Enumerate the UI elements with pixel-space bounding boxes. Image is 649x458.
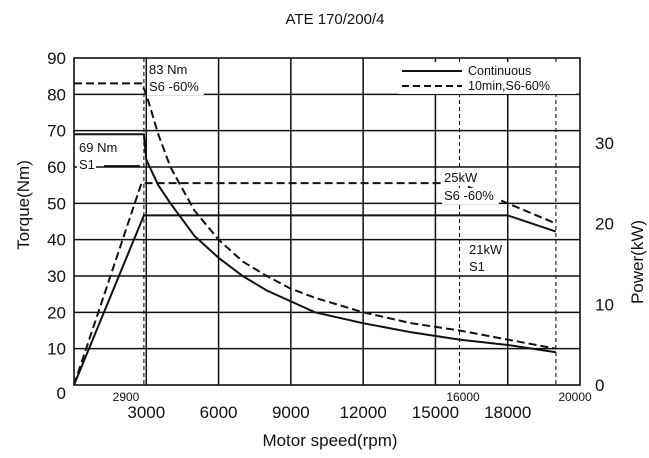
- legend-background: [398, 62, 576, 94]
- y-right-tick-label: 0: [595, 376, 604, 395]
- y-right-tick-label: 20: [595, 215, 614, 234]
- y-left-tick-label: 10: [47, 340, 66, 359]
- x-tick-label: 6000: [200, 403, 238, 422]
- y-left-tick-label: 20: [47, 303, 66, 322]
- series-lines: [73, 82, 557, 386]
- annotation-background: [442, 170, 477, 186]
- annotation-label: S6 -60%: [444, 188, 494, 203]
- y-right-tick-label: 30: [595, 134, 614, 153]
- y-left-tick-label: 40: [47, 231, 66, 250]
- y-left-tick-label: 30: [47, 267, 66, 286]
- y-left-tick-label: 90: [47, 49, 66, 68]
- reference-lines: [143, 58, 557, 385]
- y-left-tick-label: 70: [47, 122, 66, 141]
- annotation-label: 83 Nm: [149, 62, 187, 77]
- grid: [74, 58, 580, 385]
- annotation-label: 21kW: [469, 242, 503, 257]
- annotation-label: 20000: [558, 390, 592, 404]
- series-line-power-solid: [73, 214, 557, 386]
- annotation-background: [467, 259, 487, 275]
- annotation-label: 69 Nm: [79, 140, 117, 155]
- annotation-label: S1: [79, 157, 95, 172]
- legend: Continuous 10min,S6-60%: [398, 62, 576, 94]
- annotation-label: 25kW: [444, 170, 478, 185]
- y-left-tick-label: 60: [47, 158, 66, 177]
- right-axis-ticks: 0 10 20 30: [595, 134, 614, 395]
- y-right-tick-label: 10: [595, 295, 614, 314]
- y-left-tick-label: 50: [47, 194, 66, 213]
- x-tick-label: 9000: [272, 403, 310, 422]
- annotation-label: S1: [469, 259, 485, 274]
- annotations: 83 Nm S6 -60% 69 Nm S1 25kW S6 -60% 21kW S1 2900…: [77, 62, 595, 405]
- legend-entry-continuous: Continuous: [468, 64, 531, 78]
- annotation-label: 2900: [113, 390, 140, 404]
- annotation-background: [555, 390, 595, 405]
- annotation-background: [77, 140, 119, 156]
- series-line-power-dashed: [73, 182, 557, 386]
- x-tick-label: 12000: [340, 403, 387, 422]
- x-axis-ticks: 3000 6000 9000 12000 15000 18000: [127, 403, 531, 422]
- annotation-background: [147, 62, 189, 78]
- y-axis-left-label: Torque(Nm): [14, 160, 33, 250]
- x-axis-label: Motor speed(rpm): [262, 431, 397, 450]
- x-tick-label: 15000: [412, 403, 459, 422]
- annotation-label: S6 -60%: [149, 79, 199, 94]
- y-left-tick-label: 0: [57, 384, 66, 403]
- annotation-background: [110, 390, 142, 405]
- plot-frame: [73, 57, 581, 386]
- annotation-background: [442, 188, 499, 204]
- x-tick-label: 3000: [127, 403, 165, 422]
- x-tick-label: 18000: [484, 403, 531, 422]
- y-left-tick-label: 80: [47, 85, 66, 104]
- series-line-torque-solid: [74, 133, 557, 354]
- annotation-label: 16000: [446, 390, 480, 404]
- annotation-background: [147, 79, 204, 95]
- annotation-background: [467, 242, 502, 258]
- annotation-background: [77, 157, 97, 173]
- y-axis-right-label: Power(kW): [628, 220, 647, 304]
- legend-entry-s6: 10min,S6-60%: [468, 79, 550, 93]
- left-axis-ticks: 0 10 20 30 40 50 60 70 80 90: [47, 49, 66, 403]
- annotation-background: [443, 390, 483, 405]
- series-line-torque-dashed: [74, 82, 557, 350]
- chart-title: ATE 170/200/4: [286, 11, 385, 28]
